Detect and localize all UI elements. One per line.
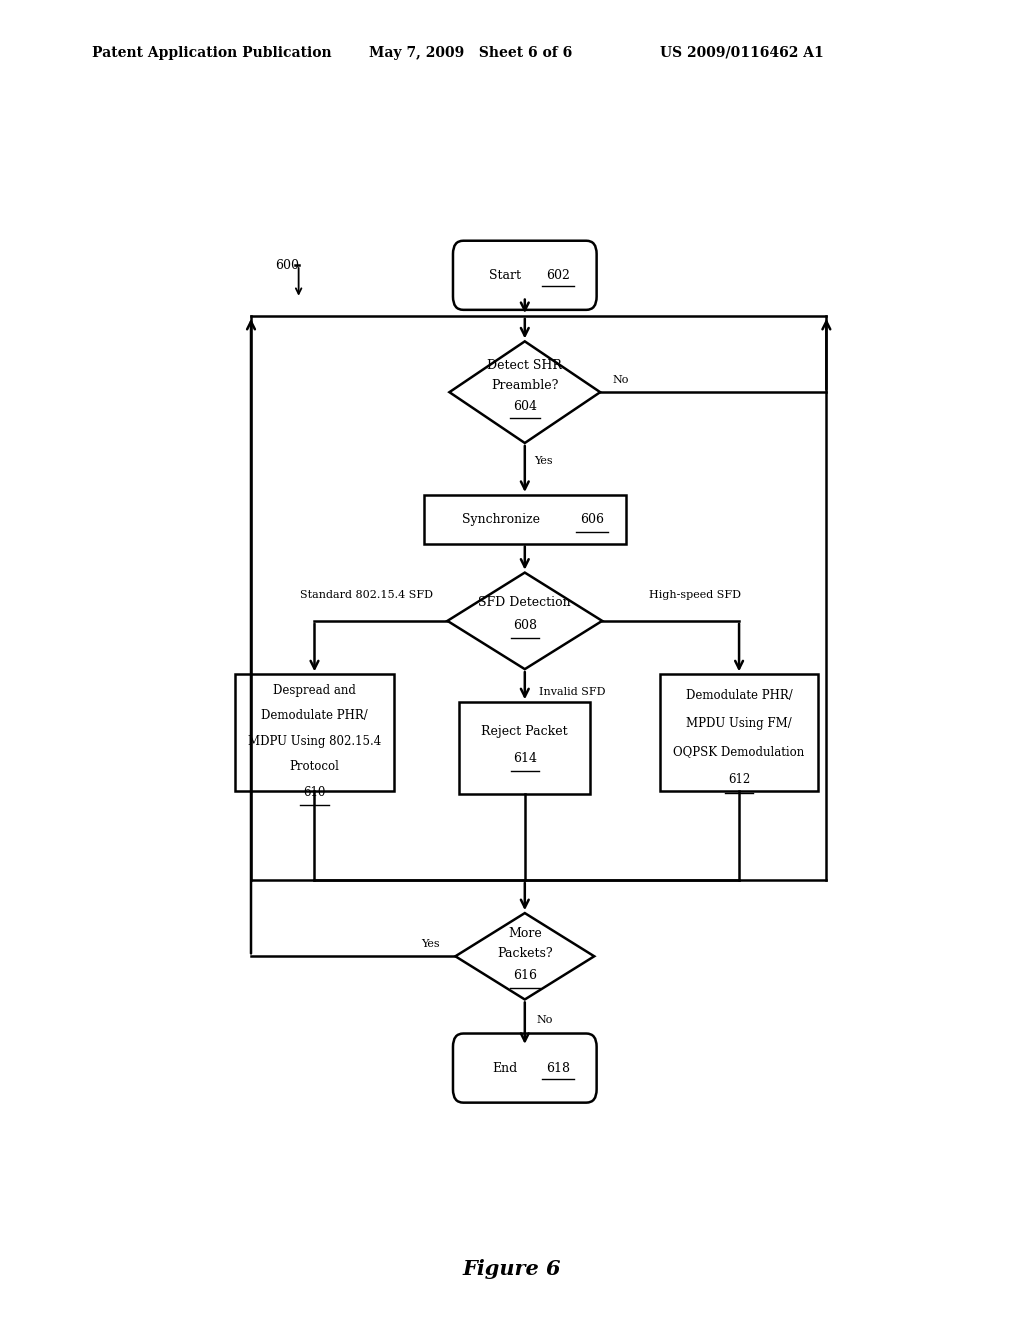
Text: Demodulate PHR/: Demodulate PHR/ xyxy=(686,689,793,702)
Text: Reject Packet: Reject Packet xyxy=(481,725,568,738)
Text: Yes: Yes xyxy=(535,457,553,466)
Text: 618: 618 xyxy=(546,1061,570,1074)
Text: MDPU Using 802.15.4: MDPU Using 802.15.4 xyxy=(248,735,381,747)
Text: Protocol: Protocol xyxy=(290,760,339,774)
Text: 608: 608 xyxy=(513,619,537,632)
Text: No: No xyxy=(612,375,629,385)
Text: Invalid SFD: Invalid SFD xyxy=(539,686,605,697)
Text: 614: 614 xyxy=(513,751,537,764)
Text: Start: Start xyxy=(489,269,521,281)
Text: 604: 604 xyxy=(513,400,537,413)
Polygon shape xyxy=(450,342,600,444)
FancyBboxPatch shape xyxy=(453,240,597,310)
Text: May 7, 2009   Sheet 6 of 6: May 7, 2009 Sheet 6 of 6 xyxy=(369,46,571,59)
Polygon shape xyxy=(456,913,594,999)
Text: US 2009/0116462 A1: US 2009/0116462 A1 xyxy=(660,46,824,59)
Text: 606: 606 xyxy=(581,512,604,525)
Text: Figure 6: Figure 6 xyxy=(463,1259,561,1279)
Text: 600: 600 xyxy=(274,259,299,272)
Text: Patent Application Publication: Patent Application Publication xyxy=(92,46,332,59)
Text: No: No xyxy=(537,1015,553,1024)
Text: Preamble?: Preamble? xyxy=(492,379,558,392)
Text: 610: 610 xyxy=(303,785,326,799)
Text: Packets?: Packets? xyxy=(497,946,553,960)
Text: 612: 612 xyxy=(728,774,751,785)
Bar xyxy=(236,675,394,791)
Text: Yes: Yes xyxy=(421,939,439,949)
Text: More: More xyxy=(508,928,542,940)
Text: Synchronize: Synchronize xyxy=(462,512,540,525)
Bar xyxy=(424,495,626,544)
Text: OQPSK Demodulation: OQPSK Demodulation xyxy=(674,744,805,758)
Text: End: End xyxy=(493,1061,517,1074)
Text: Demodulate PHR/: Demodulate PHR/ xyxy=(261,709,368,722)
Text: 616: 616 xyxy=(513,969,537,982)
Polygon shape xyxy=(447,573,602,669)
Text: Standard 802.15.4 SFD: Standard 802.15.4 SFD xyxy=(300,590,432,601)
FancyBboxPatch shape xyxy=(453,1034,597,1102)
Text: Detect SHR: Detect SHR xyxy=(487,359,562,372)
Bar xyxy=(460,702,590,793)
Text: Despread and: Despread and xyxy=(273,684,356,697)
Text: High-speed SFD: High-speed SFD xyxy=(649,590,741,601)
Bar xyxy=(659,675,818,791)
Text: 602: 602 xyxy=(546,269,570,281)
Text: MPDU Using FM/: MPDU Using FM/ xyxy=(686,717,792,730)
Text: SFD Detection: SFD Detection xyxy=(478,597,571,609)
